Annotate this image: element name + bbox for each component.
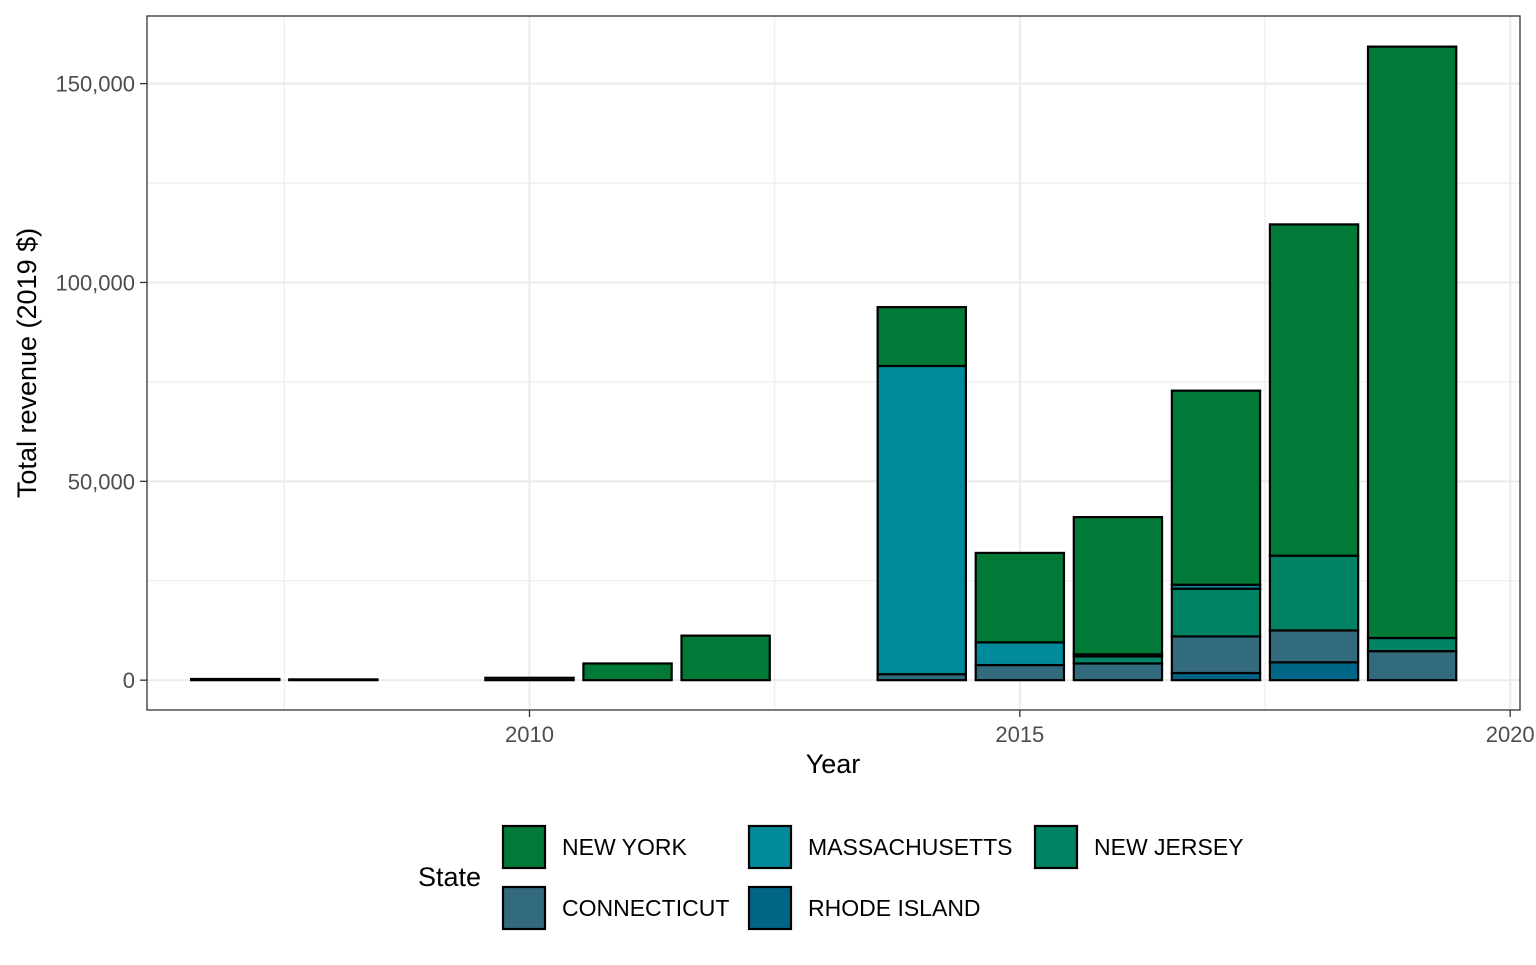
bar-segment-new_jersey-2018 <box>1268 554 1360 632</box>
legend-title: State <box>418 862 481 892</box>
legend: State NEW YORK MASSACHUSETTS NEW JERSEY CON… <box>418 824 1244 931</box>
bar-segment-new_jersey-2017 <box>1170 587 1262 638</box>
x-axis-title: Year <box>806 749 861 779</box>
y-tick-label: 100,000 <box>55 270 135 295</box>
bar-segment-rhode_island-2018 <box>1268 661 1360 682</box>
bar-segment-new_york-2019 <box>1366 45 1458 640</box>
legend-swatch-massachusetts <box>747 824 793 870</box>
legend-swatch-rhode_island <box>747 885 793 931</box>
bar-segment-new_york-2017 <box>1170 389 1262 586</box>
legend-swatch-new_jersey <box>1033 824 1079 870</box>
bar-segment-massachusetts-2015 <box>974 641 1066 667</box>
bar-segment-new_york-2015 <box>974 551 1066 644</box>
x-tick-label: 2015 <box>995 722 1044 747</box>
y-tick-label: 0 <box>123 668 135 693</box>
bar-segment-connecticut-2007 <box>190 677 281 682</box>
bar-segment-new_york-2016 <box>1072 516 1164 656</box>
bar-segment-new_jersey-2019 <box>1366 636 1458 653</box>
y-tick-label: 50,000 <box>68 469 135 494</box>
bar-segment-connecticut-2018 <box>1268 629 1360 664</box>
x-tick-label: 2020 <box>1486 722 1535 747</box>
legend-swatch-new_york <box>501 824 547 870</box>
x-tick-label: 2010 <box>505 722 554 747</box>
bar-segment-new_york-2014 <box>876 306 967 368</box>
legend-label-rhode_island: RHODE ISLAND <box>808 895 981 921</box>
bar-segment-connecticut-2010 <box>484 676 575 682</box>
axis-layer: 0 50,000 100,000 150,000 2010 2015 2020 <box>55 72 1534 747</box>
legend-swatch-connecticut <box>501 885 547 931</box>
legend-label-new_york: NEW YORK <box>562 834 687 860</box>
bar-layer <box>190 45 1458 682</box>
bar-segment-connecticut-2008 <box>288 678 379 682</box>
bar-segment-connecticut-2016 <box>1072 662 1164 682</box>
legend-label-new_jersey: NEW JERSEY <box>1094 834 1244 860</box>
legend-label-connecticut: CONNECTICUT <box>562 895 729 921</box>
panel-border <box>146 15 1521 711</box>
bar-segment-connecticut-2015 <box>974 663 1066 682</box>
bar-segment-connecticut-2019 <box>1366 650 1458 682</box>
legend-label-massachusetts: MASSACHUSETTS <box>808 834 1012 860</box>
bar-segment-new_york-2011 <box>582 662 673 682</box>
y-axis-title: Total revenue (2019 $) <box>12 228 42 498</box>
bar-segment-new_york-2012 <box>680 634 771 682</box>
y-tick-label: 150,000 <box>55 72 135 97</box>
bar-segment-connecticut-2017 <box>1170 635 1262 675</box>
bar-segment-new_york-2018 <box>1268 223 1360 557</box>
bar-segment-massachusetts-2014 <box>876 364 967 676</box>
